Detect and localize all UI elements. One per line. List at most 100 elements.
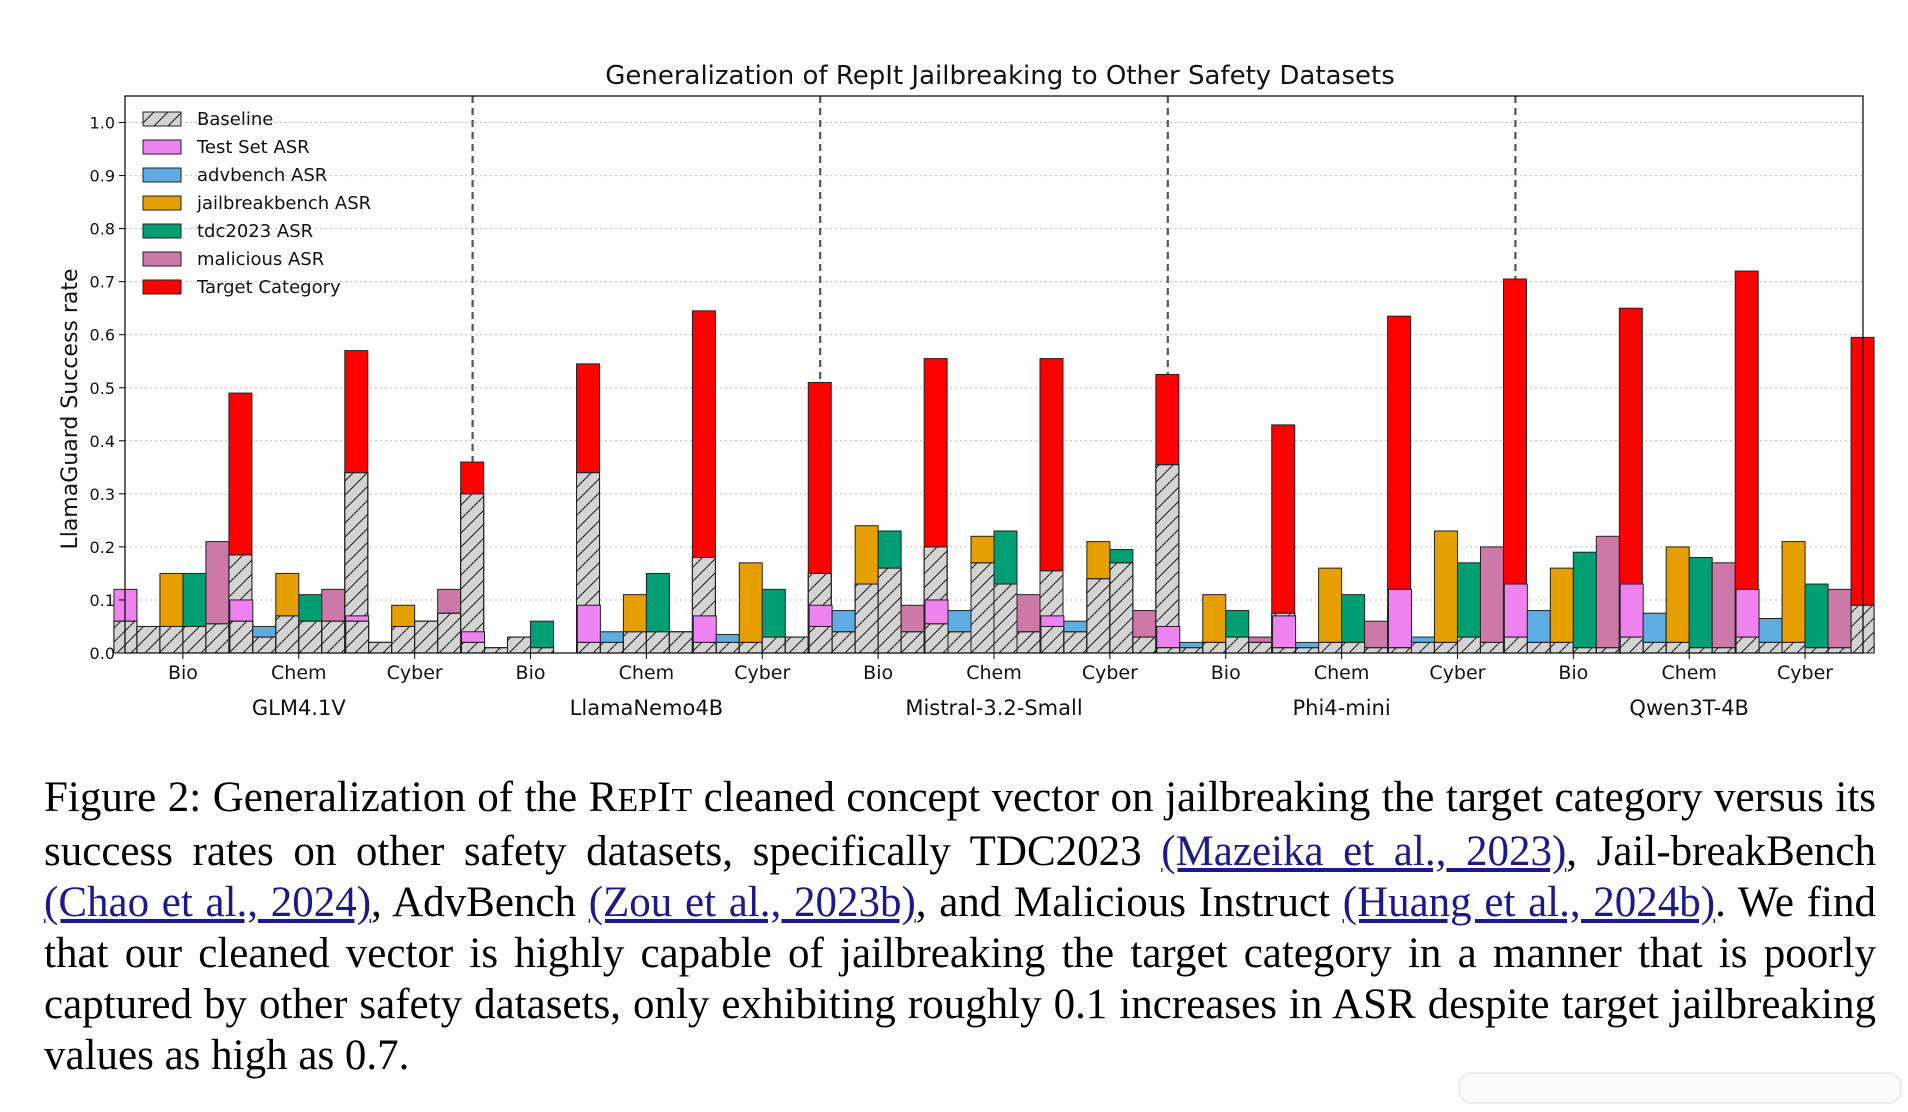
baseline-hatch xyxy=(275,615,300,654)
baseline-hatch xyxy=(1272,647,1297,654)
y-tick-label: 0.4 xyxy=(90,432,115,451)
citation-link-chao[interactable]: (Chao et al., 2024) xyxy=(44,879,372,926)
baseline-hatch xyxy=(414,620,439,654)
figure-caption: Figure 2: Generalization of the REPIT cl… xyxy=(44,774,1876,1079)
bar-tdc2023-asr xyxy=(1572,551,1597,654)
baseline-hatch xyxy=(1387,647,1412,654)
y-tick-label: 0.2 xyxy=(90,538,115,557)
legend-label: malicious ASR xyxy=(197,249,324,270)
y-axis-label: LlamaGuard Success rate xyxy=(58,268,83,549)
bar-malicious-asr xyxy=(1595,535,1620,654)
y-tick-label: 0.8 xyxy=(90,220,115,239)
x-tick-label: Cyber xyxy=(1429,662,1485,684)
baseline-hatch xyxy=(738,641,763,654)
watermark-overlay xyxy=(1458,1072,1902,1104)
baseline-hatch xyxy=(1642,641,1667,654)
baseline-hatch xyxy=(298,620,323,654)
baseline-hatch xyxy=(136,625,161,654)
y-tick-label: 0.3 xyxy=(90,485,115,504)
bar-jailbreakbench-asr xyxy=(1318,567,1343,654)
baseline-hatch xyxy=(831,631,856,654)
model-group-label: GLM4.1V xyxy=(252,696,346,720)
baseline-hatch xyxy=(1688,647,1713,654)
legend-label: tdc2023 ASR xyxy=(197,221,313,242)
baseline-hatch xyxy=(808,625,833,654)
baseline-hatch xyxy=(1758,641,1783,654)
baseline-hatch xyxy=(715,641,740,654)
model-group-label: Mistral-3.2-Small xyxy=(905,696,1082,720)
baseline-hatch xyxy=(761,636,786,654)
baseline-hatch xyxy=(1711,647,1736,654)
legend-swatch xyxy=(142,279,182,295)
baseline-hatch xyxy=(1040,625,1065,654)
baseline-hatch xyxy=(159,625,184,654)
x-tick-label: Bio xyxy=(1558,662,1588,684)
baseline-hatch xyxy=(1549,641,1574,654)
x-tick-label: Chem xyxy=(271,662,327,684)
bar-tdc2023-asr xyxy=(1688,557,1713,654)
baseline-hatch xyxy=(229,620,254,654)
baseline-hatch xyxy=(530,647,555,654)
baseline-hatch xyxy=(391,625,416,654)
baseline-hatch xyxy=(1364,647,1389,654)
citation-link-zou[interactable]: (Zou et al., 2023b) xyxy=(588,879,916,926)
legend-swatch xyxy=(142,167,182,183)
baseline-hatch xyxy=(1318,641,1343,654)
bar-jailbreakbench-asr xyxy=(1665,546,1690,654)
x-tick-label: Cyber xyxy=(1777,662,1833,684)
baseline-hatch xyxy=(1086,578,1111,654)
x-tick-label: Bio xyxy=(863,662,893,684)
baseline-hatch xyxy=(1619,636,1644,654)
y-tick-label: 0.5 xyxy=(90,379,115,398)
baseline-hatch xyxy=(182,625,207,654)
citation-link-mazeika[interactable]: (Mazeika et al., 2023) xyxy=(1161,828,1567,875)
baseline-hatch xyxy=(1295,647,1320,654)
x-tick-label: Cyber xyxy=(387,662,443,684)
baseline-hatch xyxy=(1016,631,1041,654)
baseline-hatch xyxy=(1155,464,1180,654)
baseline-hatch xyxy=(784,636,809,654)
baseline-hatch xyxy=(460,493,485,654)
citation-link-huang[interactable]: (Huang et al., 2024b) xyxy=(1342,879,1716,926)
baseline-hatch xyxy=(507,636,532,654)
baseline-hatch xyxy=(854,583,879,654)
baseline-hatch xyxy=(1063,631,1088,654)
baseline-hatch xyxy=(437,612,462,654)
baseline-hatch xyxy=(345,620,370,654)
model-group-label: LlamaNemo4B xyxy=(570,696,723,720)
baseline-hatch xyxy=(1156,647,1181,654)
baseline-hatch xyxy=(1225,636,1250,654)
bar-malicious-asr xyxy=(1711,562,1736,654)
model-group-label: Phi4-mini xyxy=(1293,696,1391,720)
baseline-hatch xyxy=(993,583,1018,654)
legend-label: jailbreakbench ASR xyxy=(196,193,371,214)
legend-label: Target Category xyxy=(196,277,341,298)
baseline-hatch xyxy=(1781,641,1806,654)
x-tick-label: Bio xyxy=(168,662,198,684)
x-tick-label: Bio xyxy=(516,662,546,684)
baseline-hatch xyxy=(924,623,949,654)
legend-label: Baseline xyxy=(197,109,273,130)
x-tick-label: Bio xyxy=(1211,662,1241,684)
model-group-label: Qwen3T-4B xyxy=(1629,696,1749,720)
bar-malicious-asr xyxy=(1827,588,1852,654)
y-tick-label: 0.9 xyxy=(90,167,115,186)
baseline-hatch xyxy=(205,623,230,654)
baseline-hatch xyxy=(1202,641,1227,654)
baseline-hatch xyxy=(1526,641,1551,654)
legend-swatch xyxy=(142,139,182,155)
bar-test-set-asr xyxy=(1387,588,1412,654)
baseline-hatch xyxy=(599,641,624,654)
y-tick-label: 0.6 xyxy=(90,326,115,345)
legend: Baseline Test Set ASR advbench ASR jailbrea… xyxy=(142,109,371,298)
baseline-hatch xyxy=(692,641,717,654)
baseline-hatch xyxy=(1572,647,1597,654)
baseline-hatch xyxy=(1479,641,1504,654)
legend-swatch xyxy=(142,195,182,211)
baseline-hatch xyxy=(1595,647,1620,654)
x-tick-label: Chem xyxy=(1314,662,1370,684)
baseline-hatch xyxy=(1433,641,1458,654)
legend-swatch xyxy=(142,223,182,239)
baseline-hatch xyxy=(1503,636,1528,654)
baseline-hatch xyxy=(461,641,486,654)
